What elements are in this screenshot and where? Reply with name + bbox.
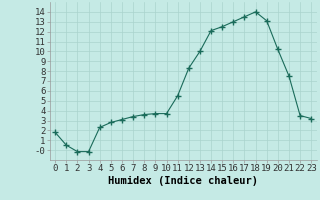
X-axis label: Humidex (Indice chaleur): Humidex (Indice chaleur) [108,176,258,186]
